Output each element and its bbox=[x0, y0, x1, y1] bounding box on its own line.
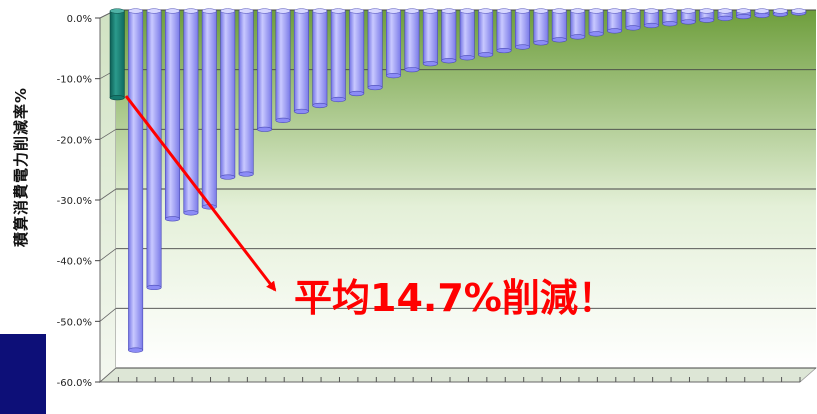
annotation-text: 平均14.7%削減！ bbox=[294, 276, 616, 320]
bar bbox=[496, 8, 512, 54]
bar bbox=[275, 8, 291, 123]
bar bbox=[164, 8, 180, 222]
bar bbox=[588, 8, 604, 37]
y-axis-ticks: 0.0% -10.0% -20.0% -30.0% -40.0% -50.0% -60.0% bbox=[57, 14, 100, 389]
highlight-bar bbox=[109, 8, 125, 101]
bar bbox=[754, 8, 770, 18]
bar bbox=[533, 8, 549, 46]
bar bbox=[404, 8, 420, 73]
bar bbox=[201, 8, 217, 210]
gridline-side bbox=[99, 308, 117, 322]
gridline-side bbox=[99, 128, 117, 140]
bar bbox=[349, 8, 365, 97]
bar bbox=[625, 8, 641, 31]
bar bbox=[312, 8, 328, 109]
bar bbox=[183, 8, 199, 216]
y-tick-label: -10.0% bbox=[57, 75, 92, 86]
bar bbox=[699, 8, 715, 23]
bar bbox=[717, 8, 733, 21]
bar bbox=[459, 8, 475, 61]
bar bbox=[441, 8, 457, 64]
bar bbox=[791, 8, 807, 16]
gridline-side bbox=[99, 248, 117, 261]
bar bbox=[643, 8, 659, 29]
y-tick-label: -20.0% bbox=[57, 135, 92, 146]
bar bbox=[146, 8, 162, 291]
bar bbox=[257, 8, 273, 132]
bar bbox=[662, 8, 678, 27]
bar bbox=[772, 8, 788, 17]
bar bbox=[330, 8, 346, 103]
y-tick-label: -40.0% bbox=[57, 257, 92, 268]
y-tick-label: -30.0% bbox=[57, 196, 92, 207]
bar bbox=[422, 8, 438, 67]
bars bbox=[109, 8, 807, 353]
bar bbox=[238, 8, 254, 177]
bar bbox=[680, 8, 696, 25]
bar bbox=[736, 8, 752, 20]
x-axis-ticks bbox=[117, 377, 801, 382]
bar bbox=[551, 8, 567, 43]
gridline-side bbox=[99, 367, 117, 383]
bar bbox=[367, 8, 383, 91]
y-tick-label: 0.0% bbox=[67, 14, 92, 25]
bar bbox=[570, 8, 586, 40]
annotation-arrow bbox=[124, 95, 277, 292]
gridline-side bbox=[99, 188, 117, 201]
bar bbox=[386, 8, 402, 79]
y-tick-label: -50.0% bbox=[57, 317, 92, 328]
chart-floor bbox=[98, 367, 817, 383]
bar bbox=[478, 8, 494, 58]
bar bbox=[607, 8, 623, 34]
bar bbox=[220, 8, 236, 180]
bar bbox=[293, 8, 309, 115]
corner-decoration bbox=[0, 334, 46, 414]
bar bbox=[128, 8, 144, 353]
bar bbox=[514, 8, 530, 50]
y-tick-label: -60.0% bbox=[57, 378, 92, 389]
